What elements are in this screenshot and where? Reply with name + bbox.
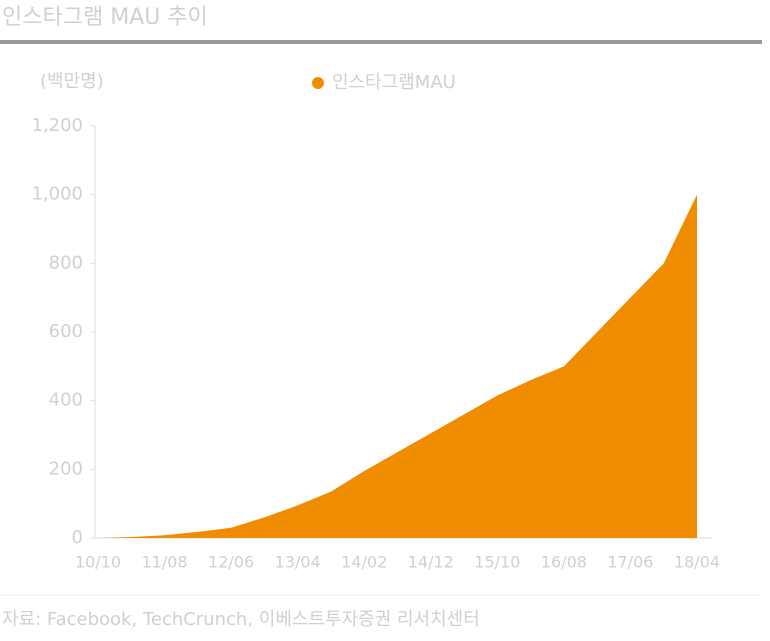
x-tick-label: 17/06 (607, 553, 653, 572)
y-tick-label: 1,000 (31, 184, 83, 205)
y-tick-label: 800 (49, 252, 83, 273)
title-rule (0, 40, 762, 44)
x-tick-label: 18/04 (674, 553, 720, 572)
x-tick-label: 14/12 (408, 553, 454, 572)
x-tick-label: 13/04 (275, 553, 321, 572)
y-tick-label: 1,200 (31, 115, 83, 136)
y-axis-label: (백만명) (40, 71, 104, 92)
x-tick-label: 10/10 (75, 553, 121, 572)
legend-marker (312, 77, 324, 89)
y-tick-label: 600 (49, 321, 83, 342)
x-tick-label: 14/02 (341, 553, 387, 572)
chart-title: 인스타그램 MAU 추이 (2, 5, 208, 30)
y-tick-label: 400 (49, 390, 83, 411)
legend-label: 인스타그램MAU (332, 72, 456, 93)
source: 자료: Facebook, TechCrunch, 이베스트투자증권 리서치센터 (2, 609, 480, 630)
area (98, 194, 697, 538)
y-tick-label: 200 (49, 458, 83, 479)
y-tick-label: 0 (72, 527, 83, 548)
x-tick-label: 15/10 (474, 553, 520, 572)
x-tick-label: 16/08 (541, 553, 587, 572)
x-tick-label: 11/08 (142, 553, 188, 572)
x-tick-label: 12/06 (208, 553, 254, 572)
